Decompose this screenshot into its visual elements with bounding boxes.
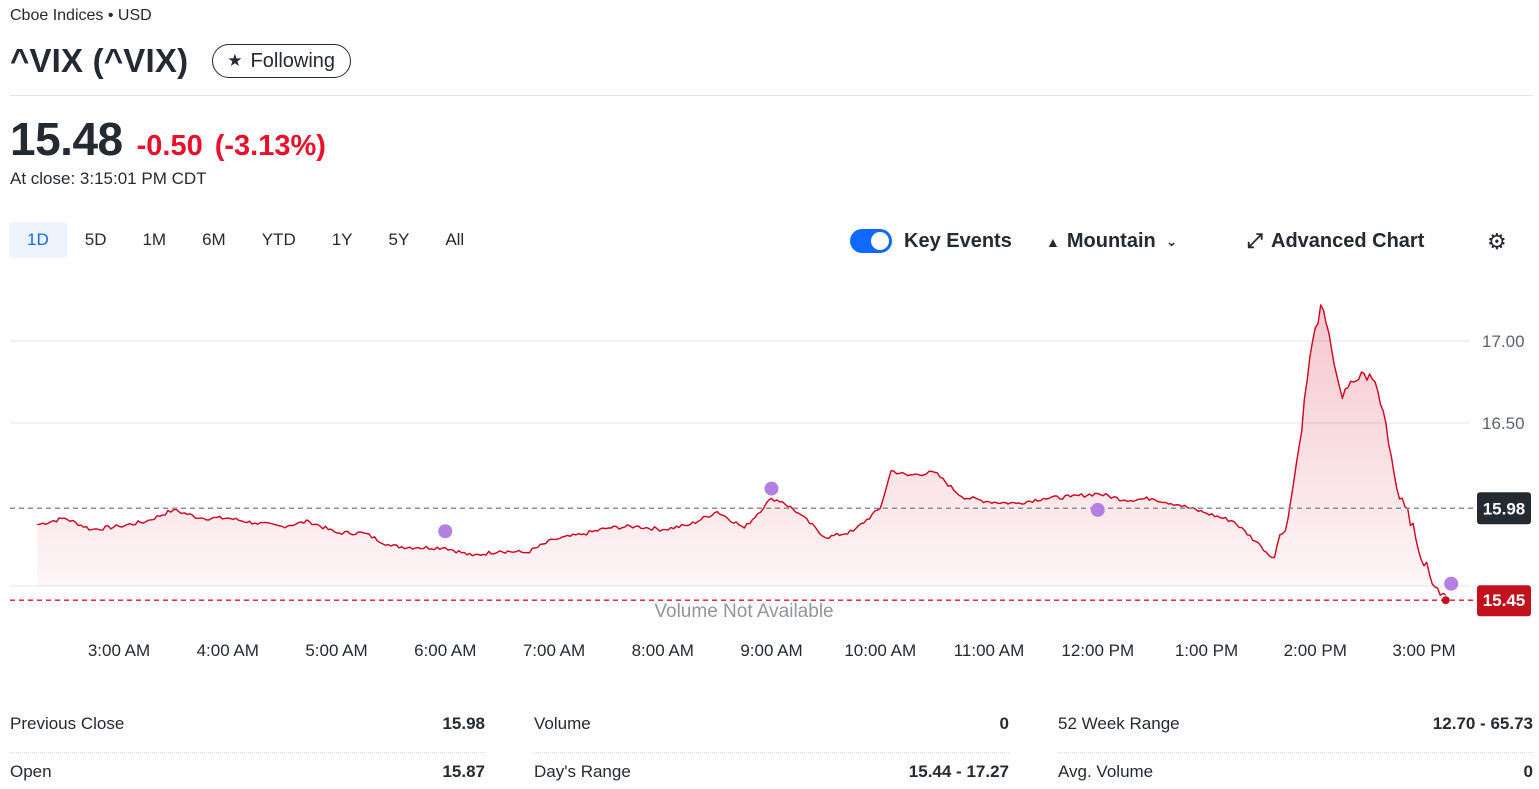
price-chart[interactable]: 17.00 16.50 15.98 15.45 Volume Not Available… bbox=[0, 265, 1539, 675]
expand-arrow-icon: ⤢ bbox=[1247, 230, 1263, 252]
range-selector: 1D 5D 1M 6M YTD 1Y 5Y All bbox=[9, 222, 482, 258]
stat-value: 15.98 bbox=[442, 714, 485, 733]
x-tick-label: 1:00 PM bbox=[1175, 641, 1238, 660]
stat-value: 0 bbox=[999, 714, 1009, 733]
last-price-badge-label: 15.45 bbox=[1483, 591, 1526, 610]
key-events-label: Key Events bbox=[904, 229, 1012, 252]
gear-icon[interactable]: ⚙ bbox=[1487, 229, 1507, 254]
stats-column: Previous Close 15.98 Open 15.87 bbox=[10, 705, 485, 789]
stat-value: 12.70 - 65.73 bbox=[1432, 714, 1533, 733]
price-change: -0.50 bbox=[136, 130, 203, 162]
quote-row: 15.48 -0.50 (-3.13%) bbox=[10, 112, 326, 166]
previous-close-badge bbox=[1477, 492, 1531, 525]
x-tick-label: 3:00 AM bbox=[88, 641, 150, 660]
stat-label: Avg. Volume bbox=[1058, 762, 1154, 781]
price-area-fill bbox=[37, 304, 1446, 596]
stat-label: 52 Week Range bbox=[1058, 714, 1180, 733]
range-button-ytd[interactable]: YTD bbox=[261, 230, 296, 249]
stat-label: Day's Range bbox=[534, 762, 631, 781]
header-divider bbox=[10, 95, 1533, 96]
title-row: ^VIX (^VIX) ★ Following bbox=[10, 42, 352, 80]
x-tick-label: 5:00 AM bbox=[305, 641, 367, 660]
stat-row: Avg. Volume 0 bbox=[1058, 753, 1533, 789]
key-events-toggle[interactable] bbox=[850, 229, 892, 253]
stat-row: 52 Week Range 12.70 - 65.73 bbox=[1058, 705, 1533, 753]
x-tick-label: 9:00 AM bbox=[740, 641, 802, 660]
mountain-icon: ▲ bbox=[1046, 233, 1060, 250]
stats-column: Volume 0 Day's Range 15.44 - 17.27 bbox=[534, 705, 1009, 789]
stat-label: Previous Close bbox=[10, 714, 125, 733]
x-tick-label: 12:00 PM bbox=[1061, 641, 1134, 660]
key-event-dot[interactable] bbox=[438, 524, 453, 539]
range-button-5d[interactable]: 5D bbox=[84, 230, 107, 249]
advanced-chart-button[interactable]: ⤢ Advanced Chart bbox=[1247, 230, 1424, 253]
range-button-1y[interactable]: 1Y bbox=[331, 230, 353, 249]
following-button[interactable]: ★ Following bbox=[212, 44, 352, 78]
x-tick-label: 11:00 AM bbox=[954, 641, 1025, 660]
x-tick-label: 6:00 AM bbox=[414, 641, 476, 660]
x-tick-label: 4:00 AM bbox=[197, 641, 259, 660]
range-button-1m[interactable]: 1M bbox=[142, 230, 167, 249]
stat-row: Open 15.87 bbox=[10, 753, 485, 789]
toggle-knob bbox=[871, 232, 889, 250]
stat-row: Previous Close 15.98 bbox=[10, 705, 485, 753]
x-tick-label: 3:00 PM bbox=[1392, 641, 1455, 660]
range-button-6m[interactable]: 6M bbox=[202, 230, 226, 249]
chart-type-label: Mountain bbox=[1066, 230, 1156, 252]
range-button-all[interactable]: All bbox=[445, 230, 465, 249]
current-price: 15.48 bbox=[10, 113, 123, 165]
y-tick-label: 17.00 bbox=[1482, 332, 1525, 351]
volume-not-available-label: Volume Not Available bbox=[654, 601, 833, 622]
y-tick-label: 16.50 bbox=[1482, 414, 1525, 433]
price-line bbox=[37, 304, 1447, 596]
key-events-toggle-group[interactable]: Key Events bbox=[850, 229, 1012, 253]
stat-label: Open bbox=[10, 762, 52, 781]
range-button-5y[interactable]: 5Y bbox=[388, 230, 410, 249]
stat-row: Volume 0 bbox=[534, 705, 1009, 753]
stat-row: Day's Range 15.44 - 17.27 bbox=[534, 753, 1009, 789]
ticker-title: ^VIX (^VIX) bbox=[10, 42, 189, 79]
stat-value: 15.87 bbox=[442, 762, 485, 781]
chart-type-dropdown[interactable]: ▲ Mountain ⌄ bbox=[1046, 230, 1177, 253]
key-event-dot[interactable] bbox=[1444, 576, 1459, 591]
following-label: Following bbox=[250, 49, 336, 72]
star-icon: ★ bbox=[227, 51, 243, 70]
exchange-label: Cboe Indices • USD bbox=[10, 7, 152, 24]
close-time: At close: 3:15:01 PM CDT bbox=[10, 169, 207, 188]
chevron-down-icon: ⌄ bbox=[1165, 233, 1178, 249]
key-event-dot[interactable] bbox=[1090, 502, 1105, 517]
x-tick-label: 2:00 PM bbox=[1284, 641, 1347, 660]
last-price-badge bbox=[1477, 585, 1531, 617]
stats-column: 52 Week Range 12.70 - 65.73 Avg. Volume 0 bbox=[1058, 705, 1533, 789]
stat-value: 0 bbox=[1523, 762, 1533, 781]
key-event-dot[interactable] bbox=[764, 481, 779, 496]
last-price-dot bbox=[1441, 596, 1450, 605]
advanced-chart-label: Advanced Chart bbox=[1271, 230, 1425, 252]
stat-label: Volume bbox=[534, 714, 591, 733]
range-button-1d[interactable]: 1D bbox=[9, 222, 67, 258]
x-tick-label: 10:00 AM bbox=[844, 641, 916, 660]
x-tick-label: 7:00 AM bbox=[523, 641, 585, 660]
stat-value: 15.44 - 17.27 bbox=[908, 762, 1009, 781]
price-change-percent: (-3.13%) bbox=[214, 130, 326, 162]
x-tick-label: 8:00 AM bbox=[632, 641, 694, 660]
previous-close-badge-label: 15.98 bbox=[1483, 499, 1526, 518]
